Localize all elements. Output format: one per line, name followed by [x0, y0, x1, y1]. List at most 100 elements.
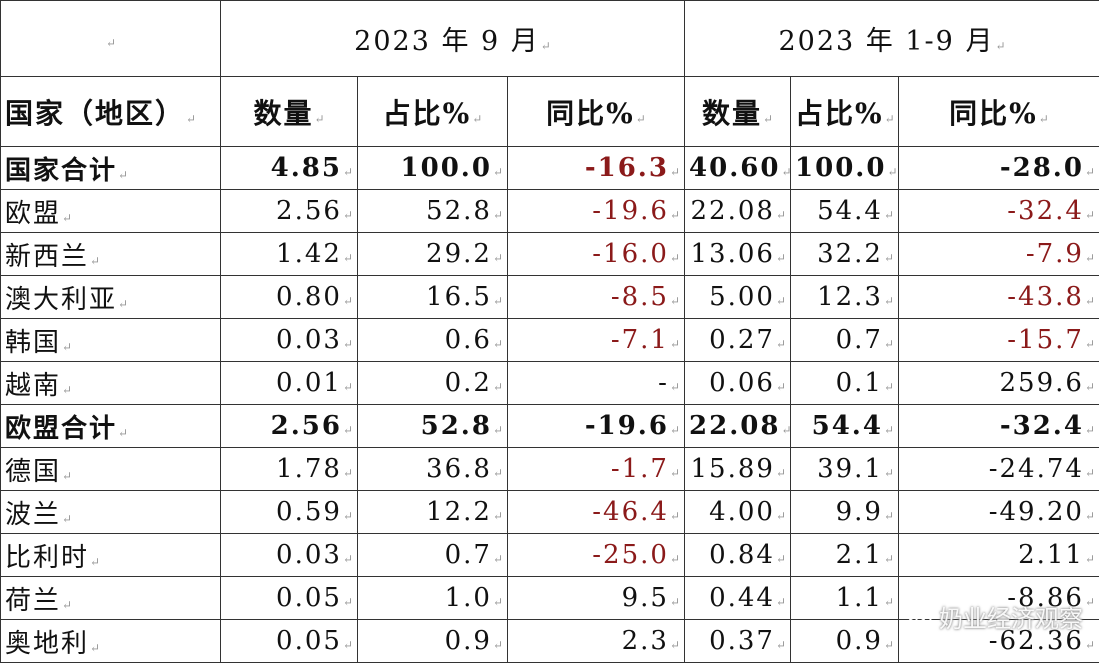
yoy-sep-cell: 9.5↵ — [506, 576, 686, 620]
share-ytd-cell: 32.2↵ — [790, 232, 900, 276]
yoy-sep-cell: -19.6↵ — [506, 189, 686, 233]
qty-sep-cell: 0.03↵ — [220, 318, 358, 362]
yoy-ytd-cell: -32.4↵ — [898, 189, 1099, 233]
share-ytd-cell: 100.0↵ — [790, 146, 900, 190]
qty-ytd-cell: 13.06↵ — [684, 232, 792, 276]
yoy-ytd-cell: -43.8↵ — [898, 275, 1099, 319]
qty-sep-cell: 2.56↵ — [220, 404, 358, 448]
share-sep-cell: 0.6↵ — [357, 318, 508, 362]
qty-ytd-cell: 22.08↵ — [684, 404, 792, 448]
yoy-ytd-cell: -49.20↵ — [898, 490, 1099, 534]
watermark-text: 奶业经济观察 — [939, 605, 1083, 633]
country-cell: 奥地利↵ — [0, 619, 221, 663]
table-row: 越南↵ 0.01↵ 0.2↵ -↵ 0.06↵ 0.1↵ 259.6↵ — [0, 361, 1099, 405]
period-jan-sep-header: 2023 年 1-9 月↵ — [684, 0, 1099, 77]
header-row-columns: 国家（地区）↵ 数量↵ 占比%↵ 同比%↵ 数量↵ 占比%↵ 同比%↵ — [0, 76, 1099, 147]
yoy-ytd-cell: -7.9↵ — [898, 232, 1099, 276]
share-ytd-cell: 1.1↵ — [790, 576, 900, 620]
table-row: 比利时↵ 0.03↵ 0.7↵ -25.0↵ 0.84↵ 2.1↵ 2.11↵ — [0, 533, 1099, 577]
col-share-header: 占比%↵ — [357, 76, 508, 147]
country-cell: 德国↵ — [0, 447, 221, 491]
qty-ytd-cell: 0.84↵ — [684, 533, 792, 577]
qty-ytd-cell: 15.89↵ — [684, 447, 792, 491]
share-sep-cell: 16.5↵ — [357, 275, 508, 319]
yoy-sep-cell: 2.3↵ — [506, 619, 686, 663]
qty-sep-cell: 2.56↵ — [220, 189, 358, 233]
share-ytd-cell: 2.1↵ — [790, 533, 900, 577]
share-ytd-cell: 12.3↵ — [790, 275, 900, 319]
share-sep-cell: 0.2↵ — [357, 361, 508, 405]
qty-ytd-cell: 0.06↵ — [684, 361, 792, 405]
qty-sep-cell: 0.05↵ — [220, 619, 358, 663]
table-row: 欧盟↵ 2.56↵ 52.8↵ -19.6↵ 22.08↵ 54.4↵ -32.4↵ — [0, 189, 1099, 233]
country-cell: 越南↵ — [0, 361, 221, 405]
share-sep-cell: 29.2↵ — [357, 232, 508, 276]
table-row: 荷兰↵ 0.05↵ 1.0↵ 9.5↵ 0.44↵ 1.1↵ -8.86↵ — [0, 576, 1099, 620]
country-cell: 荷兰↵ — [0, 576, 221, 620]
col-qty-header: 数量↵ — [684, 76, 792, 147]
share-ytd-cell: 54.4↵ — [790, 189, 900, 233]
yoy-sep-cell: -16.0↵ — [506, 232, 686, 276]
wechat-icon — [907, 606, 932, 627]
country-cell: 比利时↵ — [0, 533, 221, 577]
qty-sep-cell: 0.01↵ — [220, 361, 358, 405]
country-cell: 波兰↵ — [0, 490, 221, 534]
share-sep-cell: 52.8↵ — [357, 189, 508, 233]
yoy-sep-cell: -8.5↵ — [506, 275, 686, 319]
col-qty-header: 数量↵ — [220, 76, 358, 147]
table-row: 奥地利↵ 0.05↵ 0.9↵ 2.3↵ 0.37↵ 0.9↵ -62.36↵ — [0, 619, 1099, 663]
qty-sep-cell: 0.59↵ — [220, 490, 358, 534]
qty-sep-cell: 1.42↵ — [220, 232, 358, 276]
qty-sep-cell: 0.05↵ — [220, 576, 358, 620]
qty-ytd-cell: 22.08↵ — [684, 189, 792, 233]
qty-ytd-cell: 0.27↵ — [684, 318, 792, 362]
table-row: 新西兰↵ 1.42↵ 29.2↵ -16.0↵ 13.06↵ 32.2↵ -7.9↵ — [0, 232, 1099, 276]
yoy-sep-cell: -↵ — [506, 361, 686, 405]
col-country-header: 国家（地区）↵ — [0, 76, 221, 147]
yoy-sep-cell: -1.7↵ — [506, 447, 686, 491]
country-cell: 欧盟合计↵ — [0, 404, 221, 448]
share-ytd-cell: 39.1↵ — [790, 447, 900, 491]
yoy-ytd-cell: -15.7↵ — [898, 318, 1099, 362]
share-ytd-cell: 9.9↵ — [790, 490, 900, 534]
yoy-ytd-cell: -28.0↵ — [898, 146, 1099, 190]
qty-ytd-cell: 0.44↵ — [684, 576, 792, 620]
share-sep-cell: 0.9↵ — [357, 619, 508, 663]
country-cell: 欧盟↵ — [0, 189, 221, 233]
share-ytd-cell: 0.9↵ — [790, 619, 900, 663]
col-share-header: 占比%↵ — [790, 76, 900, 147]
qty-ytd-cell: 4.00↵ — [684, 490, 792, 534]
share-sep-cell: 52.8↵ — [357, 404, 508, 448]
yoy-sep-cell: -46.4↵ — [506, 490, 686, 534]
corner-cell: ↵ — [0, 0, 221, 77]
yoy-sep-cell: -19.6↵ — [506, 404, 686, 448]
yoy-ytd-cell: -24.74↵ — [898, 447, 1099, 491]
table-row: 澳大利亚↵ 0.80↵ 16.5↵ -8.5↵ 5.00↵ 12.3↵ -43.8↵ — [0, 275, 1099, 319]
share-ytd-cell: 0.7↵ — [790, 318, 900, 362]
col-yoy-header: 同比%↵ — [506, 76, 686, 147]
period-sep-header: 2023 年 9 月↵ — [219, 0, 686, 77]
yoy-ytd-cell: 259.6↵ — [898, 361, 1099, 405]
country-cell: 国家合计↵ — [0, 146, 221, 190]
table-row: 国家合计↵ 4.85↵ 100.0↵ -16.3↵ 40.60↵ 100.0↵ -28.0↵ — [0, 146, 1099, 190]
share-sep-cell: 1.0↵ — [357, 576, 508, 620]
yoy-sep-cell: -25.0↵ — [506, 533, 686, 577]
qty-sep-cell: 0.03↵ — [220, 533, 358, 577]
share-sep-cell: 0.7↵ — [357, 533, 508, 577]
qty-ytd-cell: 40.60↵ — [684, 146, 792, 190]
country-cell: 澳大利亚↵ — [0, 275, 221, 319]
watermark: 奶业经济观察 — [907, 599, 1083, 634]
table-row: 德国↵ 1.78↵ 36.8↵ -1.7↵ 15.89↵ 39.1↵ -24.74↵ — [0, 447, 1099, 491]
table-row: 欧盟合计↵ 2.56↵ 52.8↵ -19.6↵ 22.08↵ 54.4↵ -32.4↵ — [0, 404, 1099, 448]
yoy-ytd-cell: 2.11↵ — [898, 533, 1099, 577]
yoy-sep-cell: -7.1↵ — [506, 318, 686, 362]
yoy-ytd-cell: -62.36↵ — [898, 619, 1099, 663]
qty-ytd-cell: 5.00↵ — [684, 275, 792, 319]
table-row: 波兰↵ 0.59↵ 12.2↵ -46.4↵ 4.00↵ 9.9↵ -49.20↵ — [0, 490, 1099, 534]
share-sep-cell: 36.8↵ — [357, 447, 508, 491]
share-sep-cell: 100.0↵ — [357, 146, 508, 190]
table-row: 韩国↵ 0.03↵ 0.6↵ -7.1↵ 0.27↵ 0.7↵ -15.7↵ — [0, 318, 1099, 362]
country-cell: 新西兰↵ — [0, 232, 221, 276]
